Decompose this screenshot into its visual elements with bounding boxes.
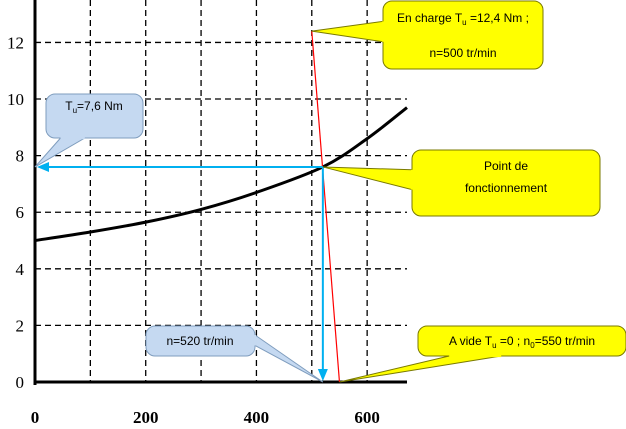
axes: 0 2 4 6 8 10 12 0 200 400 600 [7,0,407,427]
y-tick-label: 8 [16,147,25,166]
y-tick-label: 0 [16,373,25,392]
series-layer [34,31,408,383]
callout-noload-box [417,325,626,357]
y-tick-label: 12 [7,33,24,52]
projection-layer [37,161,328,381]
callout-torque: Tu=7,6 Nm [34,93,144,168]
callout-speed-text: n=520 tr/min [166,334,233,348]
motor-torque-line [311,31,341,383]
y-tick-label: 2 [16,316,25,335]
x-tick-label: 600 [354,408,380,427]
callout-speed: n=520 tr/min [145,325,324,383]
callout-torque-pointer [34,137,87,168]
callout-noload-text: A vide Tu =0 ; n0=550 tr/min [449,334,595,350]
callout-speed-pointer [254,334,324,383]
load-torque-curve [34,106,408,243]
callout-load-line1: En charge Tu =12,4 Nm ; [397,11,529,27]
callout-operating-line2: fonctionnement [465,181,548,195]
x-tick-label: 0 [31,408,40,427]
x-tick-label: 200 [133,408,159,427]
callout-torque-box [45,93,144,139]
x-tick-label: 400 [244,408,270,427]
callout-noload-pointer [339,355,502,383]
callout-load: En charge Tu =12,4 Nm ; n=500 tr/min [311,0,544,70]
callout-noload: A vide Tu =0 ; n0=550 tr/min [339,325,626,383]
callout-operating-line1: Point de [484,159,528,173]
callout-layer: En charge Tu =12,4 Nm ; n=500 tr/min Tu=7,… [34,0,626,383]
callout-operating-pointer [322,166,413,191]
y-tick-label: 6 [16,203,25,222]
callout-torque-text: Tu=7,6 Nm [65,99,122,115]
callout-load-line2: n=500 tr/min [429,46,496,60]
callout-operating: Point de fonctionnement [322,149,601,217]
y-tick-label: 4 [16,260,25,279]
speed-projection-arrow [317,369,328,381]
grid [35,0,407,382]
torque-projection-arrow [37,161,49,172]
callout-load-pointer [311,20,384,43]
y-tick-label: 10 [7,90,24,109]
